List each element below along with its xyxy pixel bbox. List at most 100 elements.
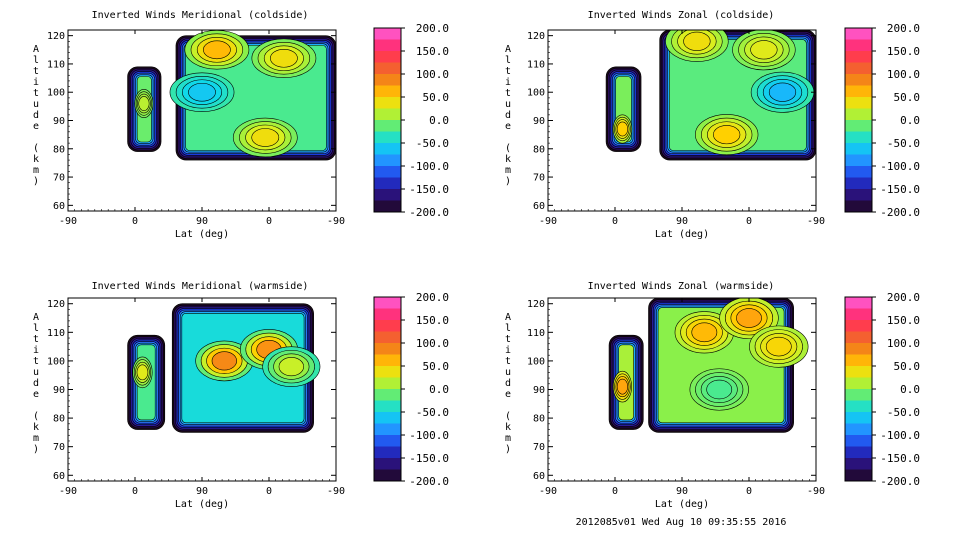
colorbar-swatch — [374, 389, 401, 401]
footer-timestamp: 2012085v01 Wed Aug 10 09:35:55 2016 — [576, 517, 787, 528]
y-tick-label: 120 — [47, 299, 65, 310]
colorbar-swatch — [374, 377, 401, 390]
field-left-band — [608, 334, 644, 430]
colorbar-tick-label: 150.0 — [887, 45, 920, 58]
colorbar-swatch — [374, 366, 401, 378]
contour-core — [736, 308, 762, 328]
x-tick-label: 90 — [676, 486, 688, 497]
colorbar-swatch — [845, 166, 872, 178]
colorbar-tick-label: 50.0 — [423, 360, 450, 373]
colorbar-swatch — [845, 389, 872, 401]
colorbar-swatch — [374, 400, 401, 413]
y-tick-label: 90 — [53, 116, 65, 127]
field-right-band — [648, 298, 809, 433]
colorbar-swatch — [374, 131, 401, 144]
y-tick-label: 90 — [533, 116, 545, 127]
colorbar-tick-label: -100.0 — [409, 429, 449, 442]
x-tick-label: -90 — [807, 216, 825, 227]
colorbar-tick-label: 200.0 — [416, 22, 449, 35]
contour-core — [683, 31, 711, 51]
colorbar-swatch — [845, 331, 872, 344]
x-tick-label: 0 — [132, 486, 138, 497]
colorbar-swatch — [374, 343, 401, 355]
colorbar-tick-label: 150.0 — [887, 314, 920, 327]
colorbar-tick-label: 0.0 — [429, 383, 449, 396]
colorbar-swatch — [845, 320, 872, 332]
colorbar-swatch — [845, 354, 872, 367]
colorbar-swatch — [845, 131, 872, 144]
chart-panel-1: Inverted Winds Meridional (coldside) -90 0… — [33, 10, 449, 240]
x-axis-label: Lat (deg) — [655, 499, 709, 510]
colorbar-swatch — [845, 108, 872, 121]
chart-title: Inverted Winds Meridional (warmside) — [92, 281, 309, 292]
colorbar-swatch — [845, 423, 872, 436]
colorbar-swatch — [845, 469, 872, 482]
plot-area — [608, 298, 809, 433]
field-left-band — [127, 334, 166, 430]
chart-title: Inverted Winds Zonal (coldside) — [588, 10, 775, 21]
field-left-band — [605, 66, 642, 152]
contour-core — [203, 40, 231, 60]
y-tick-label: 60 — [533, 201, 545, 212]
colorbar-swatch — [374, 297, 401, 309]
colorbar-tick-label: -50.0 — [887, 137, 920, 150]
contour-core — [750, 40, 778, 60]
colorbar-swatch — [374, 435, 401, 447]
colorbar-swatch — [845, 62, 872, 75]
colorbar-swatch — [374, 446, 401, 459]
colorbar-swatch — [845, 51, 872, 63]
chart-panel-2: Inverted Winds Zonal (coldside) -90 0 90 0 -9… — [505, 10, 920, 240]
x-tick-label: 0 — [266, 486, 272, 497]
x-tick-label: -90 — [327, 486, 345, 497]
colorbar-tick-label: 50.0 — [894, 360, 921, 373]
contour-core — [616, 121, 629, 137]
y-tick-label: 70 — [533, 173, 545, 184]
colorbar-swatch — [374, 354, 401, 367]
colorbar-tick-label: 100.0 — [416, 337, 449, 350]
colorbar-swatch — [845, 297, 872, 309]
chart-panel-3: Inverted Winds Meridional (warmside) -90 0… — [33, 281, 449, 510]
colorbar-swatch — [374, 166, 401, 178]
colorbar-tick-label: -150.0 — [409, 183, 449, 196]
contour-core — [616, 378, 629, 395]
colorbar-tick-label: 0.0 — [429, 114, 449, 127]
colorbar-swatch — [845, 97, 872, 109]
y-tick-label: 80 — [53, 414, 65, 425]
x-tick-label: -90 — [327, 216, 345, 227]
y-tick-label: 120 — [527, 31, 545, 42]
colorbar-tick-label: -150.0 — [880, 452, 920, 465]
colorbar-swatch — [845, 74, 872, 86]
field-left-band — [127, 66, 162, 152]
colorbar-swatch — [374, 120, 401, 132]
x-tick-label: -90 — [59, 216, 77, 227]
x-axis-label: Lat (deg) — [175, 499, 229, 510]
plot-area — [605, 30, 816, 161]
x-tick-label: 90 — [196, 216, 208, 227]
colorbar-swatch — [374, 189, 401, 201]
y-tick-label: 80 — [53, 144, 65, 155]
field-right-band — [169, 30, 336, 161]
colorbar-swatch — [845, 400, 872, 413]
y-tick-label: 110 — [527, 59, 545, 70]
colorbar-tick-label: 100.0 — [416, 68, 449, 81]
x-tick-label: 0 — [132, 216, 138, 227]
colorbar-swatch — [845, 85, 872, 98]
y-tick-label: 100 — [47, 356, 65, 367]
colorbar-swatch — [374, 74, 401, 86]
colorbar-swatch — [845, 308, 872, 321]
x-tick-label: 0 — [746, 486, 752, 497]
chart-panel-4: Inverted Winds Zonal (warmside) -90 0 90 0 -9… — [505, 281, 920, 510]
contour-core — [713, 125, 741, 145]
contour-core — [251, 128, 280, 147]
x-tick-label: 0 — [746, 216, 752, 227]
colorbar-tick-label: 200.0 — [887, 291, 920, 304]
colorbar-swatch — [374, 200, 401, 213]
colorbar-swatch — [374, 331, 401, 344]
colorbar-tick-label: -150.0 — [409, 452, 449, 465]
colorbar-tick-label: -200.0 — [880, 206, 920, 219]
colorbar-tick-label: 150.0 — [416, 314, 449, 327]
colorbar-swatch — [374, 154, 401, 167]
colorbar-tick-label: 100.0 — [887, 337, 920, 350]
